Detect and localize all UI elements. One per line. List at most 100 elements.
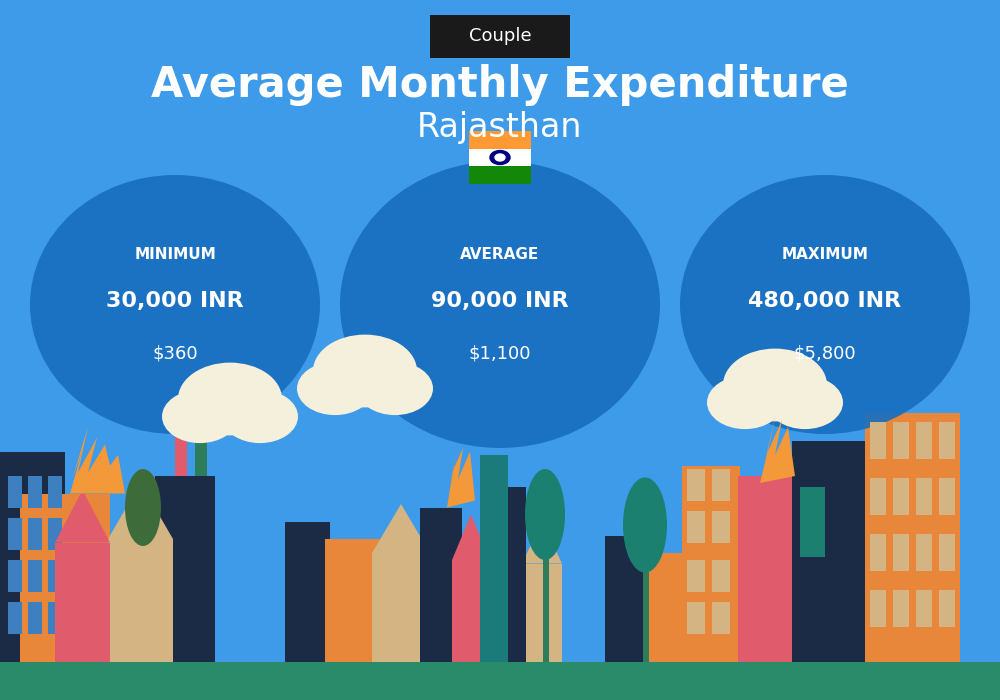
Bar [800, 486, 825, 556]
Bar [28, 476, 42, 508]
Bar [712, 469, 730, 500]
Circle shape [767, 376, 843, 429]
Bar [916, 422, 932, 458]
Bar [916, 478, 932, 514]
Bar [522, 564, 562, 661]
Bar [870, 590, 886, 626]
Polygon shape [372, 504, 430, 553]
Bar [28, 518, 42, 550]
Bar [8, 560, 22, 592]
Polygon shape [452, 514, 490, 560]
Bar [893, 478, 909, 514]
Text: Couple: Couple [469, 27, 531, 46]
Bar [939, 534, 955, 570]
Bar [893, 534, 909, 570]
Text: MINIMUM: MINIMUM [134, 246, 216, 262]
Bar [8, 602, 22, 634]
Bar [543, 522, 549, 662]
Circle shape [723, 349, 827, 421]
Ellipse shape [340, 161, 660, 448]
Circle shape [297, 362, 373, 415]
Circle shape [162, 390, 238, 443]
Circle shape [357, 362, 433, 415]
Bar [939, 422, 955, 458]
Bar [870, 422, 886, 458]
Ellipse shape [623, 477, 667, 573]
Bar [175, 427, 187, 476]
Bar [870, 478, 886, 514]
Bar [452, 560, 490, 661]
Circle shape [222, 390, 298, 443]
Bar [325, 539, 380, 662]
Circle shape [495, 154, 505, 161]
Bar [420, 508, 462, 662]
Bar [504, 486, 526, 662]
Bar [712, 511, 730, 542]
Bar [687, 469, 705, 500]
Bar [939, 590, 955, 626]
Ellipse shape [525, 469, 565, 560]
Bar [195, 438, 207, 476]
Bar [870, 534, 886, 570]
Circle shape [707, 376, 783, 429]
Bar [605, 536, 643, 662]
Bar [792, 441, 867, 662]
Polygon shape [70, 427, 125, 494]
Circle shape [490, 150, 510, 164]
Bar [893, 590, 909, 626]
Bar [687, 602, 705, 634]
Bar [916, 534, 932, 570]
Bar [55, 542, 110, 662]
Polygon shape [447, 441, 475, 508]
Text: $5,800: $5,800 [794, 344, 856, 363]
Bar [372, 553, 430, 662]
Bar [738, 476, 794, 662]
Bar [469, 149, 531, 167]
Bar [8, 476, 22, 508]
Bar [28, 560, 42, 592]
Text: 90,000 INR: 90,000 INR [431, 291, 569, 311]
Text: $1,100: $1,100 [469, 344, 531, 363]
Text: Average Monthly Expenditure: Average Monthly Expenditure [151, 64, 849, 106]
Bar [285, 522, 330, 662]
Bar [48, 476, 62, 508]
Text: $360: $360 [152, 344, 198, 363]
Ellipse shape [680, 175, 970, 434]
Text: 30,000 INR: 30,000 INR [106, 291, 244, 311]
Bar [712, 602, 730, 634]
Bar [155, 476, 215, 662]
Polygon shape [108, 483, 173, 539]
Bar [865, 413, 960, 662]
Bar [712, 560, 730, 592]
Text: AVERAGE: AVERAGE [460, 246, 540, 262]
Bar [643, 536, 649, 662]
Bar [893, 422, 909, 458]
Bar [48, 602, 62, 634]
Bar [48, 560, 62, 592]
Ellipse shape [125, 469, 161, 546]
Bar [687, 511, 705, 542]
Bar [939, 478, 955, 514]
Bar [28, 602, 42, 634]
Bar [682, 466, 740, 662]
Bar [645, 553, 685, 662]
Text: MAXIMUM: MAXIMUM [782, 246, 868, 262]
Text: Rajasthan: Rajasthan [417, 111, 583, 144]
Bar [469, 131, 531, 148]
Bar [8, 518, 22, 550]
Polygon shape [55, 490, 110, 542]
Bar [480, 455, 508, 662]
Text: 480,000 INR: 480,000 INR [748, 291, 902, 311]
Bar [469, 167, 531, 183]
Bar [108, 539, 173, 662]
Bar [0, 662, 1000, 700]
Circle shape [178, 363, 282, 435]
Circle shape [313, 335, 417, 407]
Bar [20, 494, 110, 662]
FancyBboxPatch shape [430, 15, 570, 58]
Ellipse shape [30, 175, 320, 434]
Bar [0, 452, 65, 662]
Bar [916, 590, 932, 626]
Polygon shape [522, 522, 562, 564]
Polygon shape [760, 413, 795, 483]
